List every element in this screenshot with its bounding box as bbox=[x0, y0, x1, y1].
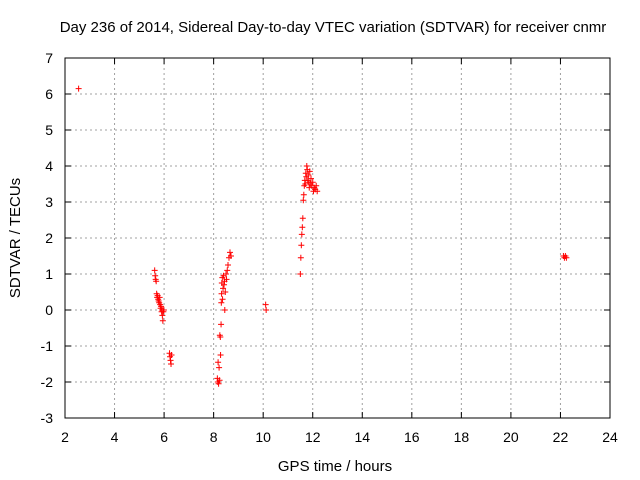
data-point bbox=[215, 380, 222, 387]
x-axis-tick-labels: 2 4 6 8 10 12 14 16 18 20 22 24 bbox=[61, 429, 618, 445]
grid-lines bbox=[65, 58, 610, 418]
data-point bbox=[218, 321, 225, 328]
data-point bbox=[298, 231, 305, 238]
y-tick-label: 2 bbox=[45, 230, 53, 246]
data-point bbox=[563, 254, 570, 261]
y-axis-tick-labels: -3 -2 -1 0 1 2 3 4 5 6 7 bbox=[41, 50, 54, 426]
y-tick-label: 3 bbox=[45, 194, 53, 210]
data-point bbox=[222, 289, 229, 295]
x-tick-label: 8 bbox=[210, 429, 218, 445]
data-point bbox=[299, 224, 306, 231]
data-point bbox=[305, 172, 312, 178]
data-point bbox=[227, 253, 234, 259]
y-tick-label: 4 bbox=[45, 158, 53, 174]
y-tick-label: 7 bbox=[45, 50, 53, 66]
x-tick-label: 10 bbox=[255, 429, 271, 445]
data-point bbox=[158, 303, 165, 310]
x-tick-label: 12 bbox=[305, 429, 321, 445]
data-point bbox=[217, 352, 224, 358]
data-point bbox=[309, 179, 316, 186]
data-point bbox=[216, 377, 223, 384]
data-point bbox=[218, 299, 225, 306]
data-point bbox=[223, 276, 230, 283]
data-point bbox=[313, 182, 320, 189]
data-point bbox=[160, 307, 167, 313]
data-point bbox=[262, 301, 269, 308]
data-point bbox=[153, 278, 160, 285]
x-tick-label: 18 bbox=[454, 429, 470, 445]
data-point bbox=[300, 191, 307, 198]
data-point bbox=[217, 334, 224, 340]
data-point bbox=[219, 296, 226, 303]
x-tick-label: 16 bbox=[404, 429, 420, 445]
data-points bbox=[75, 85, 570, 387]
x-tick-label: 2 bbox=[61, 429, 69, 445]
data-point bbox=[223, 271, 230, 277]
y-tick-label: 5 bbox=[45, 122, 53, 138]
chart-title: Day 236 of 2014, Sidereal Day-to-day VTE… bbox=[60, 19, 607, 36]
data-point bbox=[306, 168, 313, 175]
data-point bbox=[168, 352, 175, 358]
x-tick-label: 6 bbox=[160, 429, 168, 445]
data-point bbox=[263, 307, 270, 313]
y-tick-label: -3 bbox=[41, 410, 54, 426]
data-point bbox=[151, 267, 158, 274]
y-tick-label: -2 bbox=[41, 374, 54, 390]
data-point bbox=[220, 285, 227, 292]
data-point bbox=[156, 294, 163, 301]
data-point bbox=[307, 175, 314, 182]
data-point bbox=[159, 317, 166, 324]
x-tick-label: 20 bbox=[503, 429, 519, 445]
plot-area-border bbox=[64, 57, 611, 419]
data-point bbox=[226, 249, 233, 256]
y-tick-label: 0 bbox=[45, 302, 53, 318]
data-point bbox=[314, 188, 321, 195]
y-tick-label: 1 bbox=[45, 266, 53, 282]
data-point bbox=[300, 197, 307, 204]
data-point bbox=[297, 271, 304, 277]
data-point bbox=[297, 254, 304, 261]
data-point bbox=[221, 307, 228, 313]
x-tick-label: 24 bbox=[602, 429, 618, 445]
x-tick-label: 14 bbox=[354, 429, 370, 445]
data-point bbox=[75, 85, 82, 92]
data-point bbox=[225, 262, 232, 268]
data-point bbox=[218, 290, 225, 297]
y-tick-label: -1 bbox=[41, 338, 54, 354]
data-point bbox=[168, 361, 175, 367]
x-tick-label: 22 bbox=[553, 429, 569, 445]
y-tick-label: 6 bbox=[45, 86, 53, 102]
x-axis-label: GPS time / hours bbox=[278, 458, 392, 475]
data-point bbox=[224, 267, 231, 274]
data-point bbox=[216, 364, 223, 371]
data-point bbox=[298, 242, 305, 249]
y-axis-label: SDTVAR / TECUs bbox=[7, 178, 24, 298]
data-point bbox=[159, 312, 166, 319]
data-point bbox=[215, 359, 222, 366]
x-tick-label: 4 bbox=[111, 429, 119, 445]
data-point bbox=[299, 215, 306, 222]
